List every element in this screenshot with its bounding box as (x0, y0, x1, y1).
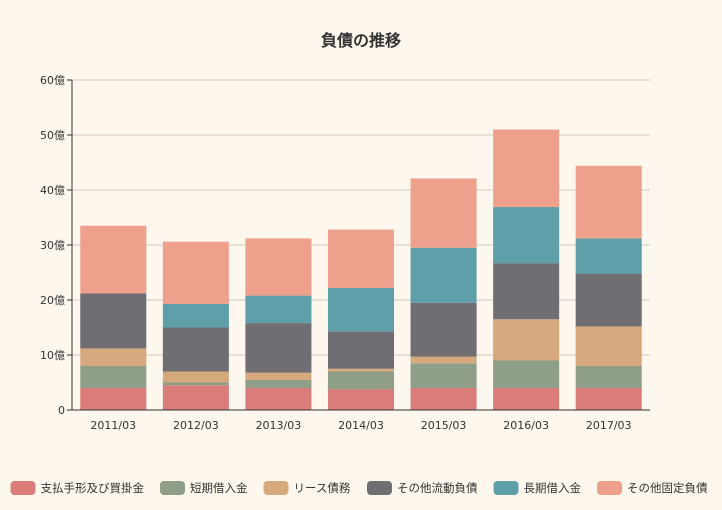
legend-swatch (493, 481, 519, 495)
bar-segment (493, 263, 560, 320)
y-tick-label: 40億 (40, 184, 65, 197)
legend-item: 長期借入金 (493, 481, 582, 495)
bar-segment (245, 238, 312, 296)
y-tick-label: 20億 (40, 294, 65, 307)
bar-segment (575, 388, 642, 410)
bar-segment (80, 225, 147, 294)
chart-title: 負債の推移 (321, 31, 401, 50)
bar-segment (410, 178, 477, 248)
y-tick-label: 10億 (40, 349, 65, 362)
legend-swatch (597, 481, 622, 495)
bar-segment (410, 356, 477, 364)
bar-segment (410, 363, 477, 388)
bar-segment (327, 229, 395, 288)
bar-segment (80, 388, 147, 410)
bar-segment (410, 388, 477, 410)
bar-segment (245, 379, 312, 388)
bar-segment (575, 165, 642, 239)
bar-segment (493, 129, 560, 208)
bar-segment (575, 326, 642, 366)
bar-segment (245, 295, 312, 324)
bar-segment (327, 371, 395, 390)
bar-segment (245, 323, 312, 373)
x-tick-label: 2014/03 (338, 419, 384, 432)
legend-swatch (367, 481, 392, 495)
x-tick-label: 2013/03 (256, 419, 302, 432)
y-tick-label: 60億 (40, 74, 65, 87)
bar-segment (162, 371, 229, 383)
bar-segment (80, 348, 147, 366)
bar-segment (493, 388, 560, 410)
legend-label: 長期借入金 (524, 481, 582, 495)
y-tick-label: 50億 (40, 129, 65, 142)
bars (80, 129, 642, 410)
bar-segment (575, 273, 642, 327)
y-tick-label: 0 (58, 404, 65, 417)
bar-segment (493, 319, 560, 361)
legend-swatch (160, 481, 185, 495)
x-tick-label: 2015/03 (421, 419, 467, 432)
bar-segment (493, 360, 560, 388)
x-tick-label: 2011/03 (90, 419, 136, 432)
legend-label: リース債務 (294, 481, 351, 495)
legend-label: 短期借入金 (190, 481, 248, 495)
bar-segment (245, 372, 312, 380)
legend-swatch (263, 481, 289, 495)
bar-segment (410, 302, 477, 357)
legend-label: その他流動負債 (397, 481, 478, 495)
bar-segment (327, 331, 395, 369)
legend-item: その他固定負債 (597, 481, 708, 495)
bar-segment (162, 241, 229, 304)
x-tick-label: 2016/03 (503, 419, 549, 432)
legend-swatch (10, 481, 36, 495)
bar-segment (575, 366, 642, 388)
legend: 支払手形及び買掛金 短期借入金 リース債務 その他流動負債 長期借入金 その他固定負債 (10, 481, 708, 495)
x-tick-label: 2012/03 (173, 419, 219, 432)
legend-item: 支払手形及び買掛金 (10, 481, 145, 495)
bar-segment (575, 238, 642, 274)
bar-segment (327, 368, 395, 372)
legend-item: 短期借入金 (160, 481, 248, 495)
bar-segment (493, 207, 560, 264)
bar-segment (162, 327, 229, 372)
bar-segment (410, 247, 477, 303)
bar-segment (162, 382, 229, 386)
legend-item: その他流動負債 (367, 481, 478, 495)
bar-segment (80, 293, 147, 349)
legend-label: 支払手形及び買掛金 (41, 481, 145, 495)
legend-item: リース債務 (263, 481, 351, 495)
bar-segment (162, 385, 229, 410)
bar-segment (327, 389, 395, 410)
axes: 0 10億 20億 30億 40億 50億 60億 2011/03 2012/03 2013/03… (40, 74, 650, 432)
y-tick-label: 30億 (40, 239, 65, 252)
legend-label: その他固定負債 (627, 481, 708, 495)
bar-segment (327, 287, 395, 332)
bar-segment (80, 366, 147, 388)
x-tick-label: 2017/03 (586, 419, 632, 432)
bar-segment (245, 388, 312, 410)
bar-segment (162, 303, 229, 328)
